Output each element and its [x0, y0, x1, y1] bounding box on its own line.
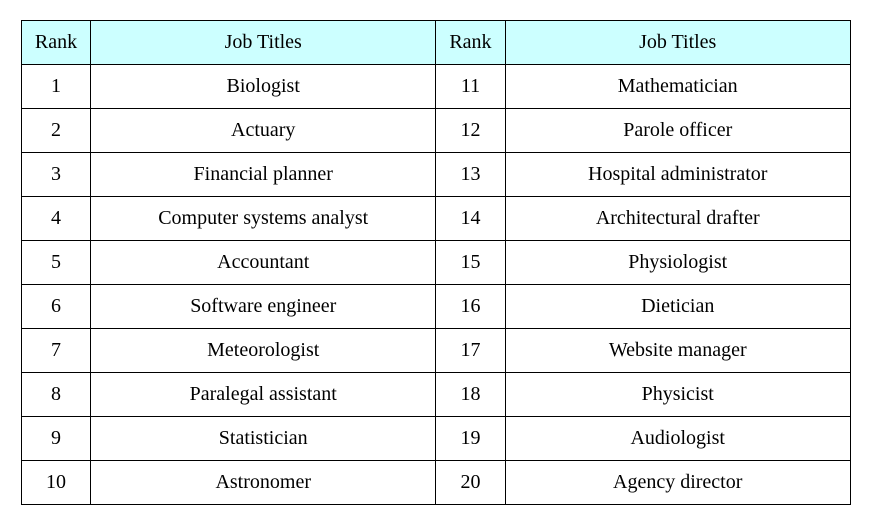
cell-rank-a: 8	[21, 373, 91, 417]
cell-title-b: Physiologist	[505, 241, 850, 285]
col-rank-a: Rank	[21, 21, 91, 65]
cell-title-b: Audiologist	[505, 417, 850, 461]
cell-title-b: Architectural drafter	[505, 197, 850, 241]
cell-title-a: Statistician	[91, 417, 436, 461]
table-row: 2 Actuary 12 Parole officer	[21, 109, 850, 153]
cell-rank-b: 20	[435, 461, 505, 505]
cell-rank-a: 4	[21, 197, 91, 241]
cell-title-b: Mathematician	[505, 65, 850, 109]
table-row: 9 Statistician 19 Audiologist	[21, 417, 850, 461]
cell-rank-a: 1	[21, 65, 91, 109]
cell-rank-b: 16	[435, 285, 505, 329]
table-row: 4 Computer systems analyst 14 Architectu…	[21, 197, 850, 241]
cell-rank-a: 2	[21, 109, 91, 153]
cell-rank-b: 18	[435, 373, 505, 417]
cell-title-b: Website manager	[505, 329, 850, 373]
table-row: 1 Biologist 11 Mathematician	[21, 65, 850, 109]
table-body: 1 Biologist 11 Mathematician 2 Actuary 1…	[21, 65, 850, 505]
table-header-row: Rank Job Titles Rank Job Titles	[21, 21, 850, 65]
cell-title-a: Computer systems analyst	[91, 197, 436, 241]
cell-title-a: Meteorologist	[91, 329, 436, 373]
col-rank-b: Rank	[435, 21, 505, 65]
cell-title-a: Financial planner	[91, 153, 436, 197]
cell-rank-b: 19	[435, 417, 505, 461]
cell-title-b: Agency director	[505, 461, 850, 505]
cell-title-b: Physicist	[505, 373, 850, 417]
cell-title-a: Paralegal assistant	[91, 373, 436, 417]
cell-title-b: Parole officer	[505, 109, 850, 153]
cell-title-a: Software engineer	[91, 285, 436, 329]
cell-title-b: Dietician	[505, 285, 850, 329]
table-row: 10 Astronomer 20 Agency director	[21, 461, 850, 505]
table-row: 5 Accountant 15 Physiologist	[21, 241, 850, 285]
cell-title-b: Hospital administrator	[505, 153, 850, 197]
cell-rank-b: 17	[435, 329, 505, 373]
col-title-b: Job Titles	[505, 21, 850, 65]
table-row: 3 Financial planner 13 Hospital administ…	[21, 153, 850, 197]
table-row: 7 Meteorologist 17 Website manager	[21, 329, 850, 373]
cell-rank-a: 6	[21, 285, 91, 329]
cell-rank-a: 10	[21, 461, 91, 505]
cell-rank-b: 13	[435, 153, 505, 197]
table-row: 6 Software engineer 16 Dietician	[21, 285, 850, 329]
cell-title-a: Accountant	[91, 241, 436, 285]
table-row: 8 Paralegal assistant 18 Physicist	[21, 373, 850, 417]
cell-title-a: Actuary	[91, 109, 436, 153]
cell-rank-a: 7	[21, 329, 91, 373]
cell-rank-a: 3	[21, 153, 91, 197]
col-title-a: Job Titles	[91, 21, 436, 65]
cell-title-a: Astronomer	[91, 461, 436, 505]
job-rank-table: Rank Job Titles Rank Job Titles 1 Biolog…	[21, 20, 851, 505]
cell-rank-a: 5	[21, 241, 91, 285]
cell-rank-b: 11	[435, 65, 505, 109]
cell-rank-b: 12	[435, 109, 505, 153]
cell-rank-a: 9	[21, 417, 91, 461]
cell-rank-b: 14	[435, 197, 505, 241]
cell-title-a: Biologist	[91, 65, 436, 109]
cell-rank-b: 15	[435, 241, 505, 285]
